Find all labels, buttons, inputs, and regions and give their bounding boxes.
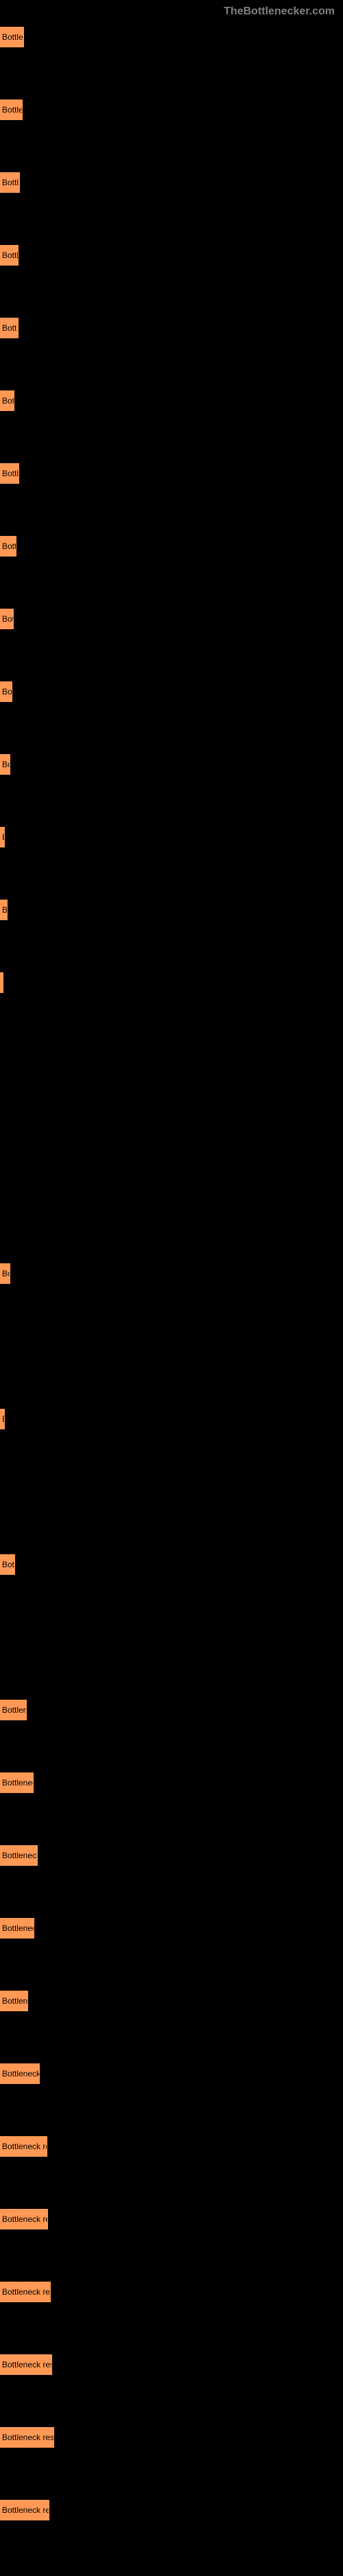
bar-row (0, 1191, 343, 1211)
bar-row: Bott (0, 536, 343, 557)
bar-row: Bo (0, 681, 343, 702)
chart-bar: Bottleneck re (0, 2209, 48, 2229)
bar-row: Bottl (0, 463, 343, 484)
site-header: TheBottlenecker.com (0, 0, 343, 23)
chart-bar: Bot (0, 1554, 15, 1575)
chart-bar: Bo (0, 681, 12, 702)
chart-bar: Bottleneck (0, 2063, 40, 2084)
chart-bar: Bottlen (0, 1700, 27, 1720)
chart-bar: B (0, 1409, 5, 1429)
bar-row: Bottle (0, 27, 343, 47)
bar-row (0, 1336, 343, 1357)
chart-bar: Bottl (0, 245, 19, 266)
bar-row: B (0, 827, 343, 847)
bar-row: Bot (0, 609, 343, 629)
bar-row: Bottlenec (0, 1918, 343, 1939)
chart-bar: Bottleneck (0, 1845, 38, 1866)
chart-bar: Bottl (0, 172, 20, 193)
bar-row (0, 1627, 343, 1648)
chart-bar: Bott (0, 318, 19, 338)
bar-row: Bo (0, 1263, 343, 1284)
chart-bar: Bot (0, 609, 14, 629)
chart-bar: Bottleneck res (0, 2354, 52, 2375)
chart-bar: B (0, 900, 8, 920)
bar-row: Bottleneck (0, 2063, 343, 2084)
bar-row (0, 1118, 343, 1138)
chart-bar: Bottle (0, 99, 23, 120)
bar-row: Bottle (0, 99, 343, 120)
chart-bar: Bottleneck res (0, 2282, 51, 2302)
bar-row: Bot (0, 390, 343, 411)
bar-row: B (0, 1409, 343, 1429)
bar-row: Bot (0, 1554, 343, 1575)
bar-row: Bottleneck res (0, 2354, 343, 2375)
bar-row: Bottleneck res (0, 2427, 343, 2448)
bar-chart: Bottle Bottle Bottl Bottl Bott Bot Bottl Bott Bo… (0, 23, 343, 2576)
chart-bar: Bottleneck re (0, 2500, 49, 2520)
chart-bar: Bottlenec (0, 1918, 34, 1939)
bar-row: Bottleneck re (0, 2500, 343, 2520)
bar-row: Bottleneck (0, 1845, 343, 1866)
bar-row: Bottl (0, 172, 343, 193)
bar-row (0, 1045, 343, 1066)
bar-row: Bo (0, 754, 343, 775)
chart-bar: Bottle (0, 27, 24, 47)
bar-row: Bott (0, 318, 343, 338)
chart-bar: Bott (0, 536, 16, 557)
chart-bar: Bo (0, 1263, 10, 1284)
bar-row (0, 1482, 343, 1502)
bar-row: Bottl (0, 245, 343, 266)
chart-bar: Bottleneck re (0, 2136, 47, 2157)
bar-row: Bottleneck re (0, 2209, 343, 2229)
chart-bar: Bottl (0, 463, 19, 484)
chart-bar: Bo (0, 754, 10, 775)
chart-bar: Bottlenec (0, 1772, 34, 1793)
chart-bar: B (0, 827, 5, 847)
bar-row: Bottleneck res (0, 2282, 343, 2302)
chart-bar: Bottleneck res (0, 2427, 54, 2448)
bar-row: B (0, 900, 343, 920)
bar-row: Bottlen (0, 1991, 343, 2011)
bar-row: Bottlenec (0, 1772, 343, 1793)
bar-row (0, 972, 343, 993)
bar-row: Bottleneck re (0, 2136, 343, 2157)
chart-bar: Bottlen (0, 1991, 28, 2011)
chart-bar (0, 972, 3, 993)
bar-row: Bottlen (0, 1700, 343, 1720)
chart-bar: Bot (0, 390, 14, 411)
